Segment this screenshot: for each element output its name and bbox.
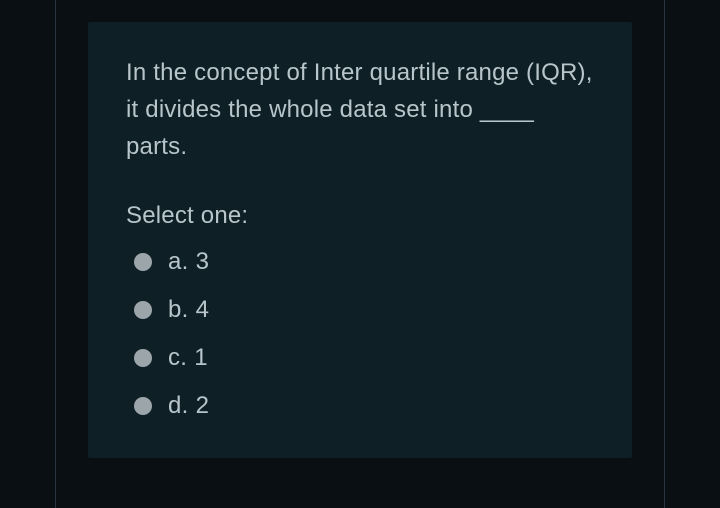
question-text: In the concept of Inter quartile range (… [126, 54, 594, 166]
select-one-label: Select one: [126, 202, 594, 230]
radio-icon [134, 397, 152, 415]
option-a[interactable]: a. 3 [134, 248, 594, 276]
option-label: b. 4 [168, 296, 209, 324]
option-label: a. 3 [168, 248, 209, 276]
radio-icon [134, 253, 152, 271]
question-card: In the concept of Inter quartile range (… [88, 22, 632, 458]
option-label: c. 1 [168, 344, 208, 372]
options-list: a. 3 b. 4 c. 1 d. 2 [126, 248, 594, 420]
option-b[interactable]: b. 4 [134, 296, 594, 324]
option-c[interactable]: c. 1 [134, 344, 594, 372]
radio-icon [134, 301, 152, 319]
option-label: d. 2 [168, 392, 209, 420]
option-d[interactable]: d. 2 [134, 392, 594, 420]
radio-icon [134, 349, 152, 367]
outer-panel: In the concept of Inter quartile range (… [55, 0, 665, 508]
